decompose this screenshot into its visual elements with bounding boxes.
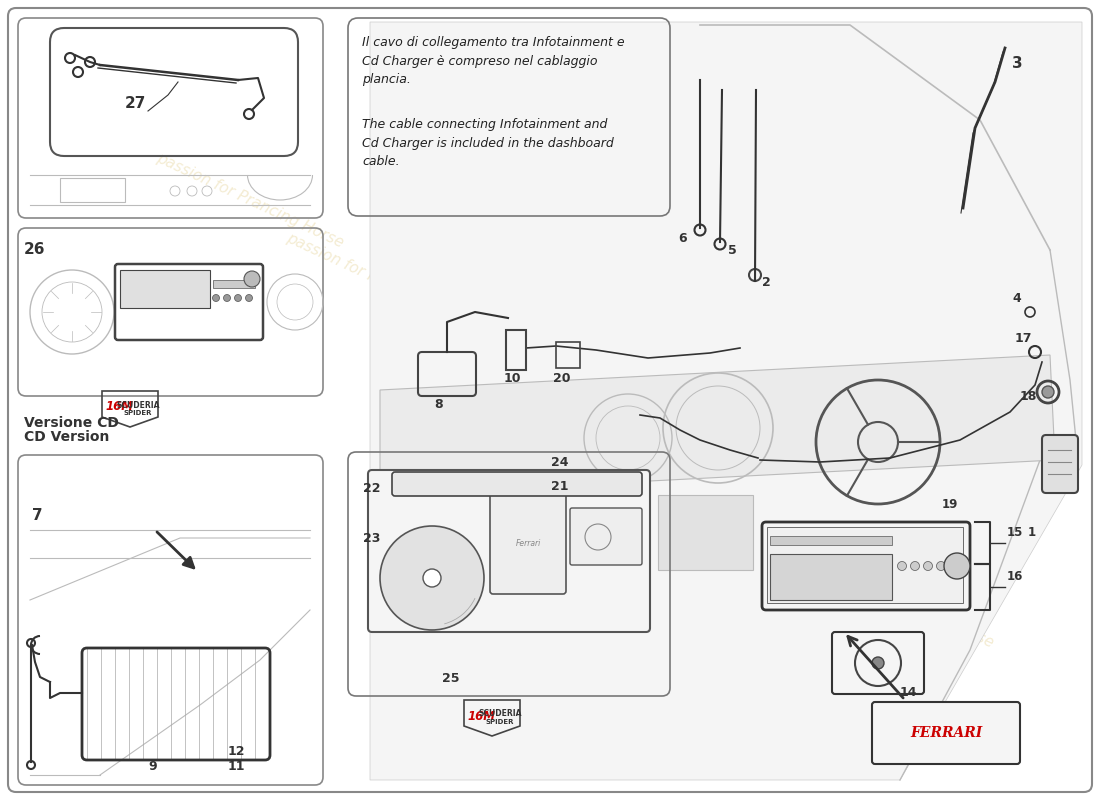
Circle shape	[245, 294, 253, 302]
Bar	[506, 330, 526, 370]
Bar	[120, 270, 210, 308]
Bar	[213, 280, 255, 288]
Text: 26: 26	[24, 242, 45, 257]
Circle shape	[424, 569, 441, 587]
Text: passion for Prancing Horse: passion for Prancing Horse	[154, 150, 346, 250]
Text: 14: 14	[900, 686, 917, 699]
Text: 24: 24	[551, 456, 569, 469]
Bar	[770, 554, 892, 600]
Text: passion for Prancing Horse: passion for Prancing Horse	[544, 390, 736, 490]
Circle shape	[223, 294, 231, 302]
FancyBboxPatch shape	[570, 508, 642, 565]
Text: 9: 9	[148, 760, 156, 773]
Text: 22: 22	[363, 482, 381, 495]
Text: CD Version: CD Version	[24, 430, 109, 444]
Text: 11: 11	[228, 760, 245, 773]
Circle shape	[898, 562, 906, 570]
FancyBboxPatch shape	[490, 492, 566, 594]
Text: 10: 10	[504, 372, 521, 385]
FancyBboxPatch shape	[368, 470, 650, 632]
Text: 1: 1	[1028, 526, 1036, 539]
FancyBboxPatch shape	[872, 702, 1020, 764]
Text: 2: 2	[762, 276, 771, 289]
Bar	[767, 527, 962, 603]
Text: 17: 17	[1015, 332, 1033, 345]
Polygon shape	[379, 355, 1055, 495]
Circle shape	[936, 562, 946, 570]
Text: 18: 18	[1020, 390, 1037, 403]
Text: SPIDER: SPIDER	[123, 410, 152, 416]
Bar	[60, 178, 125, 202]
Text: 15: 15	[1006, 526, 1023, 539]
Text: Il cavo di collegamento tra Infotainment e
Cd Charger è compreso nel cablaggio
p: Il cavo di collegamento tra Infotainment…	[362, 36, 625, 86]
Text: 16M: 16M	[468, 710, 496, 722]
Text: Ferrari: Ferrari	[516, 538, 540, 547]
Bar	[556, 342, 580, 368]
Text: 27: 27	[124, 96, 145, 111]
Text: passion for Prancing Horse: passion for Prancing Horse	[284, 230, 476, 330]
Text: SCUDERIA: SCUDERIA	[478, 710, 521, 718]
Bar	[770, 536, 892, 545]
Text: 7: 7	[32, 508, 43, 523]
Text: 16M: 16M	[106, 401, 134, 414]
Text: 12: 12	[228, 745, 245, 758]
Text: The cable connecting Infotainment and
Cd Charger is included in the dashboard
ca: The cable connecting Infotainment and Cd…	[362, 118, 614, 168]
Text: FERRARI: FERRARI	[910, 726, 982, 740]
Text: 16: 16	[1006, 570, 1023, 583]
Text: 4: 4	[1012, 292, 1021, 305]
Bar	[658, 495, 754, 570]
Text: 25: 25	[442, 672, 460, 685]
Text: passion for Prancing Horse: passion for Prancing Horse	[674, 470, 866, 570]
Text: SCUDERIA: SCUDERIA	[117, 401, 160, 410]
Circle shape	[1042, 386, 1054, 398]
Text: passion for Prancing Horse: passion for Prancing Horse	[804, 550, 996, 650]
Text: SPIDER: SPIDER	[486, 719, 515, 725]
FancyBboxPatch shape	[392, 472, 642, 496]
Text: 23: 23	[363, 532, 381, 545]
Circle shape	[872, 657, 884, 669]
Circle shape	[234, 294, 242, 302]
Text: 6: 6	[678, 232, 686, 245]
Circle shape	[212, 294, 220, 302]
Text: 8: 8	[434, 398, 442, 411]
Circle shape	[379, 526, 484, 630]
Text: 3: 3	[1012, 56, 1023, 71]
Circle shape	[924, 562, 933, 570]
Text: 20: 20	[553, 372, 571, 385]
Polygon shape	[370, 22, 1082, 780]
Text: 19: 19	[942, 498, 958, 511]
FancyBboxPatch shape	[8, 8, 1092, 792]
Text: Versione CD: Versione CD	[24, 416, 119, 430]
FancyBboxPatch shape	[1042, 435, 1078, 493]
Circle shape	[911, 562, 920, 570]
Text: 5: 5	[728, 244, 737, 257]
Text: 21: 21	[551, 480, 569, 493]
Circle shape	[244, 271, 260, 287]
Circle shape	[944, 553, 970, 579]
Text: passion for Prancing Horse: passion for Prancing Horse	[414, 310, 606, 410]
